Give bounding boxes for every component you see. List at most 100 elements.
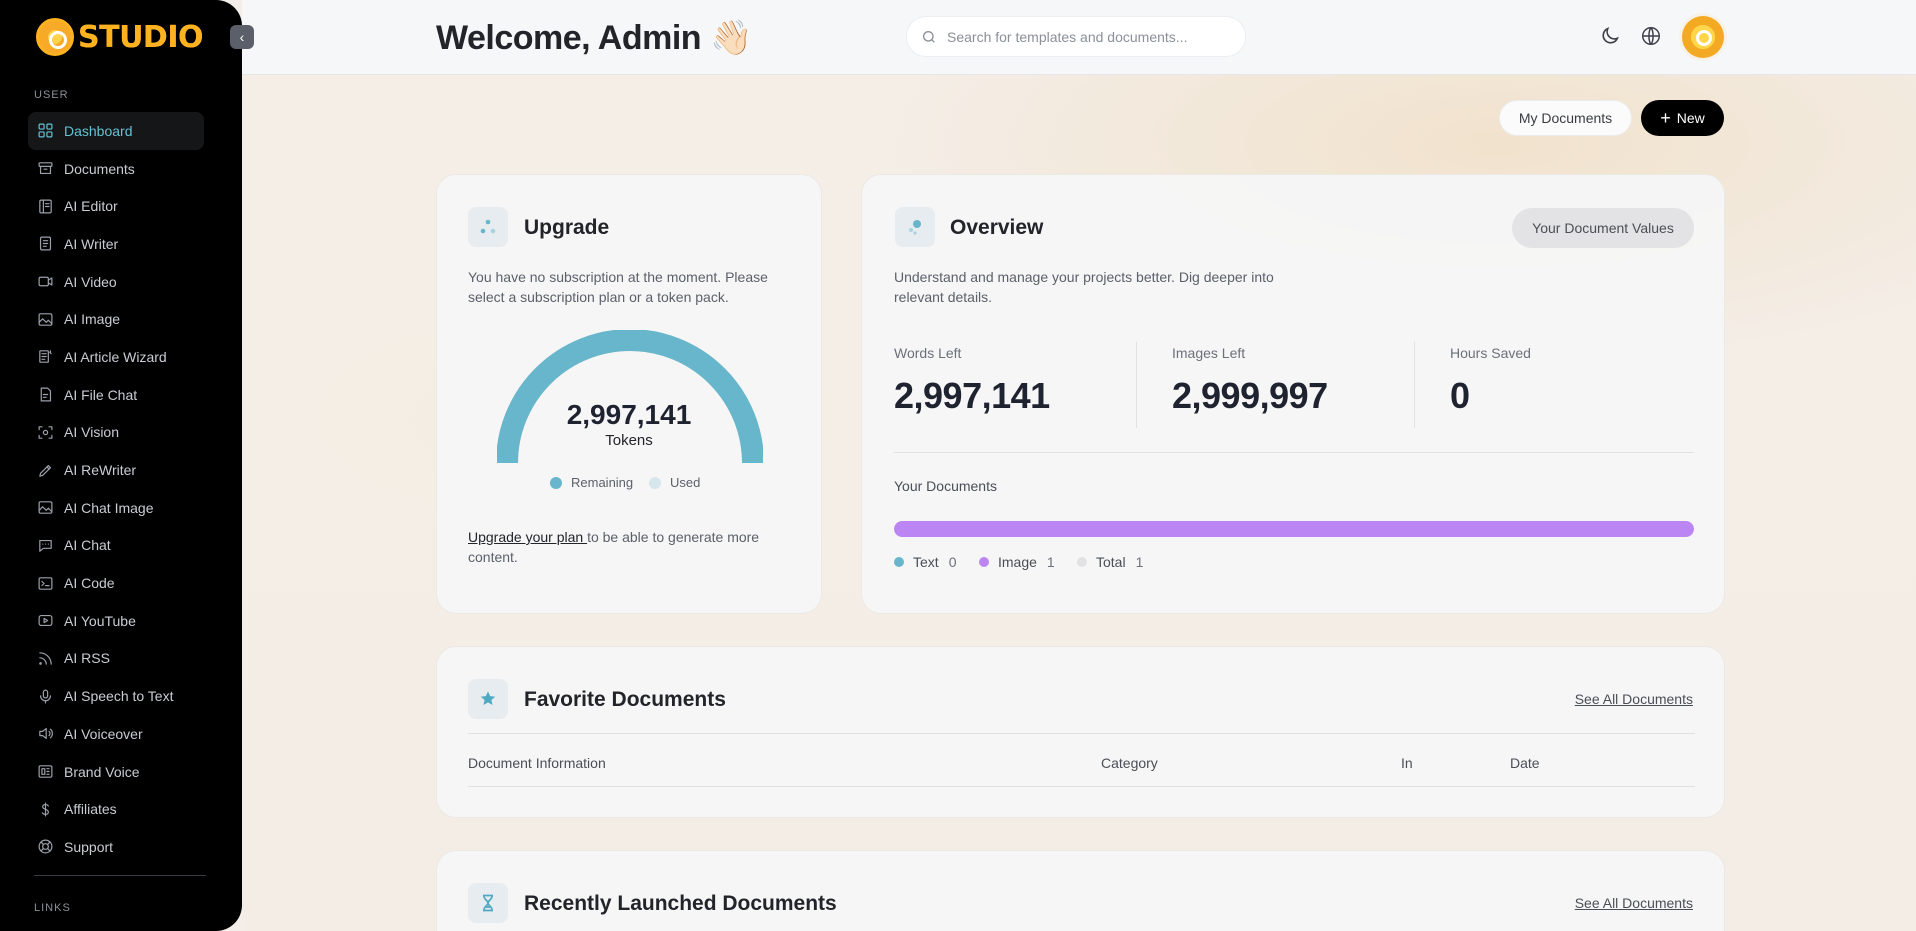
search-icon: [923, 30, 935, 43]
sidebar-item-label: AI YouTube: [64, 612, 136, 629]
recent-see-all-link[interactable]: See All Documents: [1574, 895, 1693, 911]
overview-divider: [894, 452, 1694, 453]
stat-value-hours-saved: 0: [1450, 375, 1470, 416]
upgrade-footer-text: to be able to generate more content.: [468, 529, 760, 565]
legend-total: Total 1: [1077, 554, 1143, 570]
logo[interactable]: STUDIO: [36, 18, 204, 56]
sidebar-divider: [34, 875, 206, 876]
archive-icon: [36, 160, 54, 178]
sidebar-item-ai-video[interactable]: AI Video: [28, 263, 204, 301]
favorites-divider-bottom: [468, 786, 1695, 787]
legend-remaining: Remaining: [550, 475, 633, 490]
sidebar-item-ai-chat-image[interactable]: AI Chat Image: [28, 489, 204, 527]
sidebar-item-label: Brand Voice: [64, 763, 140, 780]
plus-icon: +: [1660, 108, 1671, 128]
tokens-value: 2,997,141: [566, 399, 692, 430]
sidebar-item-ai-voiceover[interactable]: AI Voiceover: [28, 715, 204, 753]
documents-progress-bar: [894, 521, 1694, 537]
dots-icon: [480, 219, 496, 234]
sidebar-item-brand-voice[interactable]: Brand Voice: [28, 753, 204, 791]
globe-icon[interactable]: [1640, 25, 1662, 47]
sidebar-item-ai-youtube[interactable]: AI YouTube: [28, 602, 204, 640]
bubbles-icon: [909, 220, 921, 235]
sidebar-item-label: AI Voiceover: [64, 725, 143, 742]
image-icon: [36, 310, 54, 328]
sidebar-item-ai-speech-to-text[interactable]: AI Speech to Text: [28, 677, 204, 715]
file-text-icon: [36, 235, 54, 253]
upgrade-plan-link[interactable]: Upgrade your plan: [468, 529, 588, 545]
upgrade-badge: [468, 207, 508, 247]
sidebar-item-ai-article-wizard[interactable]: AI Article Wizard: [28, 338, 204, 376]
section-title-links: LINKS: [34, 902, 71, 914]
sidebar-item-label: AI RSS: [64, 650, 110, 667]
legend-dot-total: [1077, 557, 1087, 567]
sidebar-item-ai-rss[interactable]: AI RSS: [28, 640, 204, 678]
wizard-icon: [36, 348, 54, 366]
sidebar-item-label: Support: [64, 838, 114, 855]
recent-title: Recently Launched Documents: [524, 892, 837, 915]
pencil-icon: [36, 461, 54, 479]
sidebar-item-ai-chat[interactable]: AI Chat: [28, 527, 204, 565]
sidebar-item-ai-image[interactable]: AI Image: [28, 300, 204, 338]
sidebar-item-ai-editor[interactable]: AI Editor: [28, 187, 204, 225]
search-input[interactable]: [947, 28, 1217, 45]
sidebar-item-ai-vision[interactable]: AI Vision: [28, 414, 204, 452]
favorites-divider-top: [468, 733, 1695, 734]
sidebar-nav: Dashboard Documents AI Editor AI Writer AI V…: [28, 112, 204, 866]
star-icon: [480, 691, 496, 705]
legend-remaining-label: Remaining: [571, 475, 634, 490]
stat-divider: [1414, 342, 1415, 428]
legend-total-label: Total: [1096, 554, 1126, 570]
sidebar-item-label: AI Article Wizard: [64, 348, 167, 365]
document-values-button[interactable]: Your Document Values: [1512, 208, 1694, 248]
volume-icon: [36, 725, 54, 743]
video-icon: [36, 273, 54, 291]
stat-divider: [1136, 342, 1137, 428]
sidebar-item-ai-writer[interactable]: AI Writer: [28, 225, 204, 263]
sidebar-item-label: AI Vision: [64, 424, 119, 441]
stat-label-words-left: Words Left: [894, 345, 962, 361]
sidebar-item-label: AI Chat: [64, 537, 111, 554]
sidebar-item-support[interactable]: Support: [28, 828, 204, 866]
sidebar-item-affiliates[interactable]: Affiliates: [28, 790, 204, 828]
sidebar-item-dashboard[interactable]: Dashboard: [28, 112, 204, 150]
favorites-see-all-link[interactable]: See All Documents: [1574, 691, 1693, 707]
legend-image: Image 1: [979, 554, 1055, 570]
youtube-icon: [36, 612, 54, 630]
sidebar-item-label: AI Writer: [64, 235, 119, 252]
sidebar-item-documents[interactable]: Documents: [28, 150, 204, 188]
microphone-icon: [36, 687, 54, 705]
upgrade-footer: Upgrade your plan to be able to generate…: [468, 527, 798, 567]
new-button[interactable]: + New: [1641, 100, 1724, 136]
my-documents-button[interactable]: My Documents: [1499, 100, 1632, 136]
legend-text: Text 0: [894, 554, 956, 570]
sidebar-item-ai-rewriter[interactable]: AI ReWriter: [28, 451, 204, 489]
legend-text-count: 0: [948, 554, 957, 570]
moon-icon[interactable]: [1599, 25, 1621, 47]
favorites-badge: [468, 679, 508, 719]
sidebar-item-label: AI Speech to Text: [64, 688, 174, 705]
lifebuoy-icon: [36, 838, 54, 856]
avatar[interactable]: [1682, 16, 1724, 58]
sidebar-item-label: AI Editor: [64, 198, 118, 215]
sidebar-item-ai-file-chat[interactable]: AI File Chat: [28, 376, 204, 414]
search-bar[interactable]: [906, 16, 1246, 57]
legend-dot-text: [894, 557, 904, 567]
upgrade-description: You have no subscription at the moment. …: [468, 269, 768, 305]
chat-image-icon: [36, 499, 54, 517]
legend-used-label: Used: [670, 475, 701, 490]
new-button-label: New: [1676, 110, 1705, 126]
token-gauge: [497, 330, 763, 464]
sidebar-item-label: AI Image: [64, 311, 121, 328]
collapse-sidebar-button[interactable]: ‹: [230, 25, 254, 49]
header: Welcome, Admin 👋🏻: [242, 0, 1916, 75]
sidebar-item-label: AI Code: [64, 575, 115, 592]
overview-badge: [895, 207, 935, 247]
dashboard-icon: [36, 122, 54, 140]
column-header-in: In: [1401, 755, 1413, 771]
legend-dot-remaining: [550, 476, 562, 489]
sidebar-item-ai-code[interactable]: AI Code: [28, 564, 204, 602]
gauge-remaining-arc: [497, 330, 763, 464]
overview-description: Understand and manage your projects bett…: [894, 269, 1274, 305]
brand-icon: [36, 763, 54, 781]
